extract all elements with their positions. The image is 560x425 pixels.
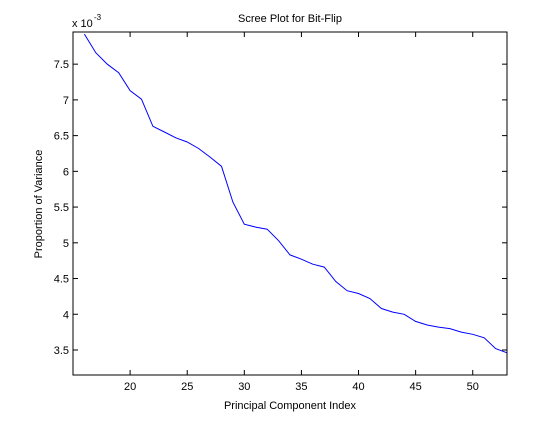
x-tick-label: 20 xyxy=(124,381,136,393)
x-tick-label: 25 xyxy=(181,381,193,393)
chart-title: Scree Plot for Bit-Flip xyxy=(238,13,342,25)
x-tick-label: 40 xyxy=(352,381,364,393)
plot-background xyxy=(73,32,507,375)
y-tick-label: 4.5 xyxy=(54,274,69,286)
y-tick-label: 5 xyxy=(63,238,69,250)
x-tick-label: 45 xyxy=(410,381,422,393)
x-tick-label: 35 xyxy=(295,381,307,393)
y-exponent-base: x 10 xyxy=(72,18,93,30)
y-tick-label: 7.5 xyxy=(54,59,69,71)
y-tick-label: 5.5 xyxy=(54,202,69,214)
x-tick-label: 30 xyxy=(238,381,250,393)
axis-ticks: 20 25 30 35 40 45 50 3.5 4 4.5 5 5.5 6 6.5 7 7.5 xyxy=(54,32,507,393)
x-tick-label: 50 xyxy=(467,381,479,393)
plot-frame xyxy=(72,31,508,376)
y-tick-label: 3.5 xyxy=(54,345,69,357)
x-axis-label: Principal Component Index xyxy=(224,400,357,412)
y-tick-label: 6.5 xyxy=(54,131,69,143)
y-tick-label: 4 xyxy=(63,309,69,321)
y-tick-label: 7 xyxy=(63,95,69,107)
y-axis-label: Proportion of Variance xyxy=(33,150,45,259)
series-line xyxy=(83,33,508,354)
y-tick-label: 6 xyxy=(63,166,69,178)
y-exponent-power: -3 xyxy=(94,13,102,22)
